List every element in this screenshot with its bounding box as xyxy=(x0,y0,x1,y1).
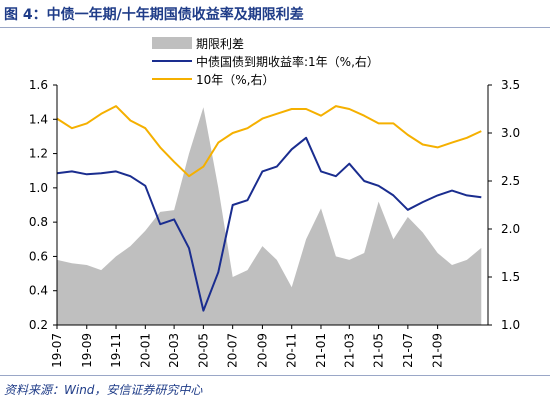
yield-1y-line xyxy=(56,136,482,312)
legend-spread-swatch xyxy=(152,37,192,49)
legend-spread-label: 期限利差 xyxy=(196,37,244,51)
left-tick-label: 0.2 xyxy=(29,318,48,332)
x-tick-label: 20-01 xyxy=(138,333,152,368)
right-tick-label: 1.5 xyxy=(501,270,520,284)
legend-10y-label: 10年（%,右） xyxy=(196,72,275,87)
right-tick-label: 3.5 xyxy=(501,78,520,92)
axes: 0.2 0.4 0.6 0.8 1.0 1.2 1.4 1.6 1.0 1.5 2.0 2.5 3.0 3… xyxy=(29,78,520,368)
x-tick-label: 21-09 xyxy=(431,333,445,368)
right-tick-label: 2.5 xyxy=(501,174,520,188)
left-tick-label: 0.8 xyxy=(29,215,48,229)
x-tick-label: 21-03 xyxy=(342,333,356,368)
right-tick-label: 1.0 xyxy=(501,318,520,332)
plot-area xyxy=(56,105,482,325)
x-tick-label: 20-09 xyxy=(255,333,269,368)
spread-area xyxy=(57,107,482,325)
footer-divider xyxy=(0,375,550,376)
left-tick-label: 1.6 xyxy=(29,78,48,92)
x-tick-label: 19-11 xyxy=(109,333,123,368)
right-tick-label: 3.0 xyxy=(501,126,520,140)
x-tick-label: 19-07 xyxy=(50,333,64,368)
figure-title: 图 4：中债一年期/十年期国债收益率及期限利差 xyxy=(4,7,304,23)
left-tick-label: 1.0 xyxy=(29,181,48,195)
right-tick-label: 2.0 xyxy=(501,222,520,236)
x-tick-label: 21-05 xyxy=(372,333,386,368)
x-tick-label: 21-07 xyxy=(401,333,415,368)
left-tick-label: 0.4 xyxy=(29,284,48,298)
left-tick-label: 1.4 xyxy=(29,112,48,126)
x-tick-label: 19-09 xyxy=(80,333,94,368)
yield-10y-line xyxy=(56,105,482,178)
x-tick-label: 20-07 xyxy=(226,333,240,368)
x-tick-label: 21-01 xyxy=(314,333,328,368)
x-tick-label: 20-05 xyxy=(196,333,210,368)
left-tick-label: 0.6 xyxy=(29,249,48,263)
source-note: 资料来源：Wind，安信证券研究中心 xyxy=(4,383,203,397)
left-tick-label: 1.2 xyxy=(29,147,48,161)
title-divider xyxy=(0,27,550,28)
x-tick-label: 20-11 xyxy=(285,333,299,368)
legend-1y-label: 中债国债到期收益率:1年（%,右） xyxy=(196,54,379,69)
x-tick-label: 20-03 xyxy=(167,333,181,368)
